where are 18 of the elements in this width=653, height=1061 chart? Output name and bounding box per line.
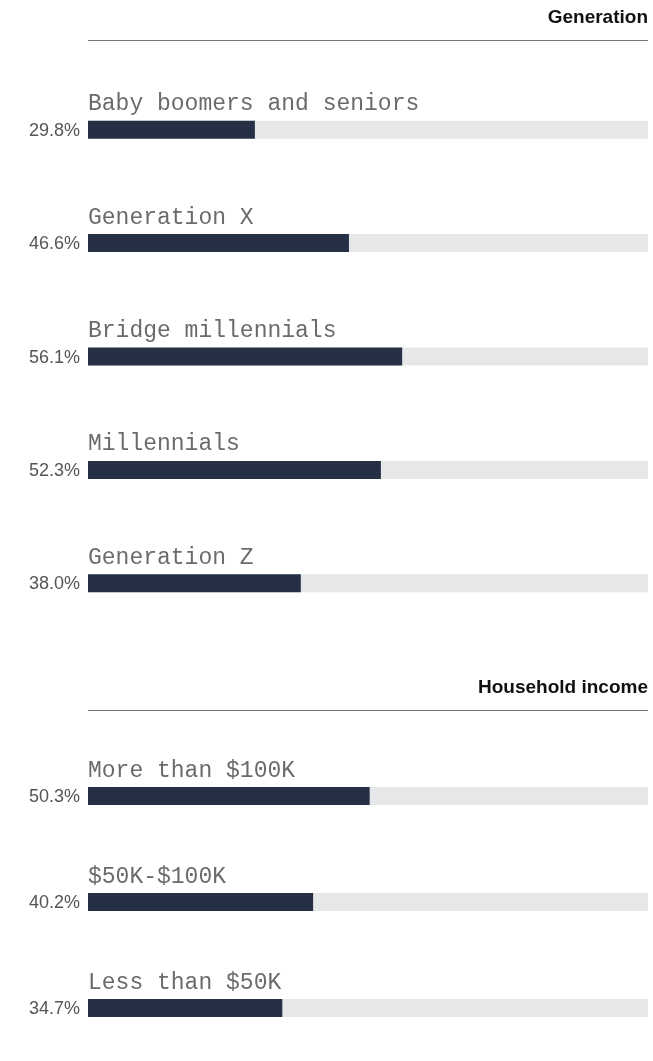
y-tick-label: Bridge millennials	[88, 318, 337, 344]
data-label: 29.8%	[28, 119, 80, 140]
y-tick-label: Generation Z	[88, 544, 254, 571]
data-label: 52.3%	[28, 459, 80, 480]
chart-title: Generation	[547, 5, 648, 29]
data-label: 46.6%	[28, 233, 80, 254]
data-label: 34.7%	[28, 998, 80, 1018]
y-tick-label: Baby boomers and seniors	[88, 91, 420, 118]
chart-title: Household income	[478, 675, 648, 699]
data-label: 40.2%	[28, 892, 80, 912]
y-tick-label: More than $100K	[88, 757, 296, 784]
data-label: 50.3%	[28, 786, 80, 806]
y-tick-label: Less than $50K	[88, 969, 282, 996]
y-tick-label: Millennials	[88, 431, 240, 458]
y-tick-label: $50K-$100K	[88, 863, 227, 890]
data-label: 38.0%	[28, 573, 80, 594]
data-label: 56.1%	[28, 346, 80, 367]
y-tick-label: Generation X	[88, 204, 254, 231]
